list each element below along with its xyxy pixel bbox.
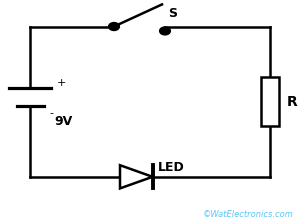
Circle shape [109,23,119,30]
Text: -: - [50,108,53,118]
Text: LED: LED [158,162,185,174]
Polygon shape [120,165,152,188]
Text: +: + [57,78,66,88]
Circle shape [160,27,170,35]
Bar [261,77,279,126]
Text: R: R [286,95,297,109]
Text: ©WatElectronics.com: ©WatElectronics.com [203,210,294,219]
Text: S: S [168,7,177,20]
Text: 9V: 9V [54,115,72,128]
